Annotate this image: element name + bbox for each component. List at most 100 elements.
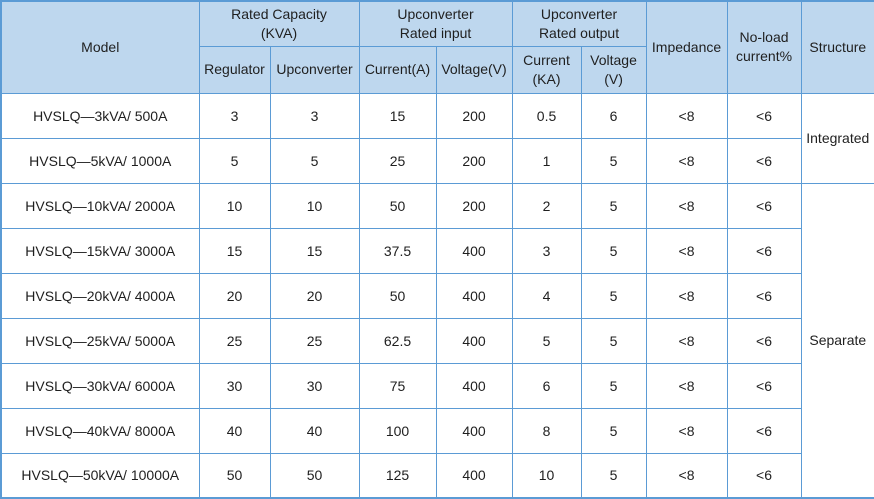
cell-output-voltage: 5	[580, 227, 647, 274]
cell-input-current: 75	[358, 362, 437, 409]
cell-output-voltage: 5	[580, 182, 647, 229]
cell-input-current: 25	[358, 137, 437, 184]
cell-impedance: <8	[645, 407, 728, 454]
cell-impedance: <8	[645, 137, 728, 184]
cell-impedance: <8	[645, 227, 728, 274]
col-header-output-current: Current (KA)	[511, 45, 582, 94]
cell-output-voltage: 5	[580, 272, 647, 319]
cell-regulator: 30	[198, 362, 271, 409]
table-row: HVSLQ—20kVA/ 4000A 20 20 50 400 4 5 <8 <…	[0, 272, 874, 319]
cell-output-current: 1	[511, 137, 582, 184]
cell-output-current: 4	[511, 272, 582, 319]
cell-model: HVSLQ—50kVA/ 10000A	[0, 452, 200, 499]
table-body: HVSLQ—3kVA/ 500A 3 3 15 200 0.5 6 <8 <6 …	[0, 92, 874, 499]
cell-upconverter: 25	[269, 317, 360, 364]
cell-regulator: 3	[198, 92, 271, 139]
col-header-upconverter-rated-output: Upconverter Rated output	[511, 0, 647, 47]
cell-regulator: 25	[198, 317, 271, 364]
cell-input-current: 15	[358, 92, 437, 139]
cell-regulator: 15	[198, 227, 271, 274]
cell-impedance: <8	[645, 182, 728, 229]
cell-model: HVSLQ—10kVA/ 2000A	[0, 182, 200, 229]
table-row: HVSLQ—10kVA/ 2000A 10 10 50 200 2 5 <8 <…	[0, 182, 874, 499]
cell-output-current: 8	[511, 407, 582, 454]
cell-input-current: 125	[358, 452, 437, 499]
cell-regulator: 40	[198, 407, 271, 454]
col-header-impedance: Impedance	[645, 0, 728, 94]
cell-structure-separate: Separate	[800, 182, 874, 499]
cell-structure-integrated: Integrated	[800, 92, 874, 184]
cell-no-load: <6	[726, 182, 802, 229]
cell-output-current: 0.5	[511, 92, 582, 139]
cell-output-voltage: 5	[580, 317, 647, 364]
table-header: Model Rated Capacity (KVA) Upconverter R…	[0, 0, 874, 94]
table-row: HVSLQ—25kVA/ 5000A 25 25 62.5 400 5 5 <8…	[0, 317, 874, 364]
cell-output-current: 3	[511, 227, 582, 274]
cell-model: HVSLQ—20kVA/ 4000A	[0, 272, 200, 319]
cell-output-voltage: 5	[580, 452, 647, 499]
table-row: HVSLQ—50kVA/ 10000A 50 50 125 400 10 5 <…	[0, 452, 874, 499]
cell-upconverter: 5	[269, 137, 360, 184]
cell-model: HVSLQ—40kVA/ 8000A	[0, 407, 200, 454]
cell-model: HVSLQ—5kVA/ 1000A	[0, 137, 200, 184]
cell-input-current: 37.5	[358, 227, 437, 274]
cell-input-voltage: 400	[435, 227, 513, 274]
cell-input-voltage: 200	[435, 92, 513, 139]
cell-output-current: 6	[511, 362, 582, 409]
cell-input-current: 100	[358, 407, 437, 454]
cell-impedance: <8	[645, 272, 728, 319]
cell-model: HVSLQ—30kVA/ 6000A	[0, 362, 200, 409]
cell-input-voltage: 200	[435, 137, 513, 184]
cell-regulator: 50	[198, 452, 271, 499]
cell-upconverter: 10	[269, 182, 360, 229]
cell-regulator: 10	[198, 182, 271, 229]
cell-upconverter: 15	[269, 227, 360, 274]
cell-input-voltage: 400	[435, 407, 513, 454]
col-header-input-voltage: Voltage(V)	[435, 45, 513, 94]
cell-upconverter: 50	[269, 452, 360, 499]
col-header-regulator: Regulator	[198, 45, 271, 94]
cell-upconverter: 30	[269, 362, 360, 409]
table-row: HVSLQ—5kVA/ 1000A 5 5 25 200 1 5 <8 <6	[0, 137, 874, 184]
cell-no-load: <6	[726, 362, 802, 409]
cell-no-load: <6	[726, 227, 802, 274]
cell-regulator: 5	[198, 137, 271, 184]
table-row: HVSLQ—15kVA/ 3000A 15 15 37.5 400 3 5 <8…	[0, 227, 874, 274]
col-header-rated-capacity: Rated Capacity (KVA)	[198, 0, 360, 47]
cell-impedance: <8	[645, 452, 728, 499]
cell-upconverter: 40	[269, 407, 360, 454]
col-header-no-load-current: No-load current%	[726, 0, 802, 94]
cell-output-voltage: 5	[580, 362, 647, 409]
cell-output-voltage: 5	[580, 407, 647, 454]
cell-model: HVSLQ—3kVA/ 500A	[0, 92, 200, 139]
cell-input-current: 50	[358, 272, 437, 319]
cell-no-load: <6	[726, 452, 802, 499]
cell-input-voltage: 400	[435, 362, 513, 409]
cell-upconverter: 3	[269, 92, 360, 139]
cell-output-voltage: 6	[580, 92, 647, 139]
cell-impedance: <8	[645, 317, 728, 364]
cell-output-current: 5	[511, 317, 582, 364]
cell-input-current: 62.5	[358, 317, 437, 364]
cell-input-voltage: 200	[435, 182, 513, 229]
cell-impedance: <8	[645, 92, 728, 139]
header-row-2: Regulator Upconverter Current(A) Voltage…	[1, 45, 874, 94]
cell-no-load: <6	[726, 92, 802, 139]
cell-input-current: 50	[358, 182, 437, 229]
table-row: HVSLQ—3kVA/ 500A 3 3 15 200 0.5 6 <8 <6 …	[0, 92, 874, 184]
cell-no-load: <6	[726, 137, 802, 184]
cell-no-load: <6	[726, 317, 802, 364]
table-row: HVSLQ—30kVA/ 6000A 30 30 75 400 6 5 <8 <…	[0, 362, 874, 409]
col-header-upconverter: Upconverter	[269, 45, 360, 94]
cell-input-voltage: 400	[435, 317, 513, 364]
cell-model: HVSLQ—15kVA/ 3000A	[0, 227, 200, 274]
col-header-input-current: Current(A)	[358, 45, 437, 94]
cell-output-current: 10	[511, 452, 582, 499]
cell-model: HVSLQ—25kVA/ 5000A	[0, 317, 200, 364]
cell-upconverter: 20	[269, 272, 360, 319]
cell-no-load: <6	[726, 272, 802, 319]
cell-no-load: <6	[726, 407, 802, 454]
cell-input-voltage: 400	[435, 452, 513, 499]
cell-output-current: 2	[511, 182, 582, 229]
cell-impedance: <8	[645, 362, 728, 409]
